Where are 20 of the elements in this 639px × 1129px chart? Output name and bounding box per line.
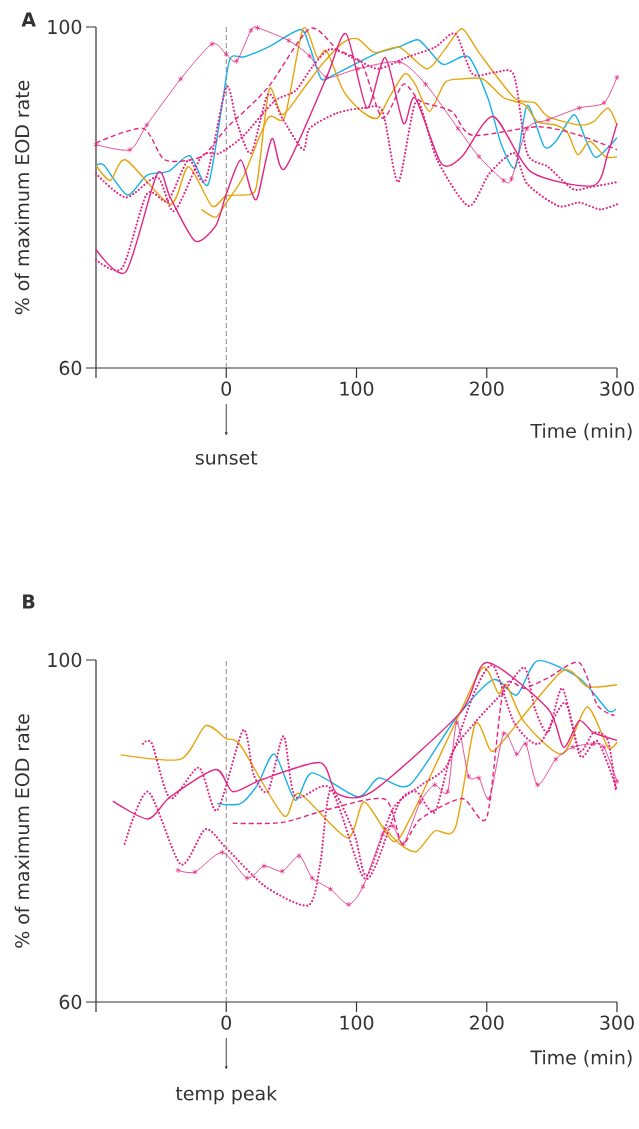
x-tick-label: 0 — [221, 1015, 232, 1030]
text: temp peak — [175, 1085, 278, 1105]
x-tick-label: 200 — [470, 1015, 504, 1030]
x-axis-title: Time (min) — [530, 423, 632, 441]
y-tick-label: 60 — [59, 994, 82, 1010]
text: sunset — [195, 451, 258, 465]
x-tick-label: 100 — [340, 381, 374, 396]
x-tick-label: 0 — [221, 381, 232, 396]
y-axis-title: % of maximum EOD rate — [14, 714, 30, 948]
y-axis-title: % of maximum EOD rate — [14, 80, 30, 315]
chart-title: A — [21, 12, 36, 27]
y-tick-label: 60 — [59, 360, 82, 376]
x-axis-title: Time (min) — [530, 1049, 632, 1067]
x-tick-label: 300 — [600, 381, 634, 396]
x-tick-label: 100 — [340, 1015, 374, 1030]
y-tick-label: 100 — [48, 652, 82, 668]
x-tick-label: 300 — [600, 1015, 634, 1030]
y-tick-label: 100 — [48, 19, 82, 35]
chart-title: B — [23, 594, 35, 609]
x-tick-label: 200 — [470, 381, 504, 396]
